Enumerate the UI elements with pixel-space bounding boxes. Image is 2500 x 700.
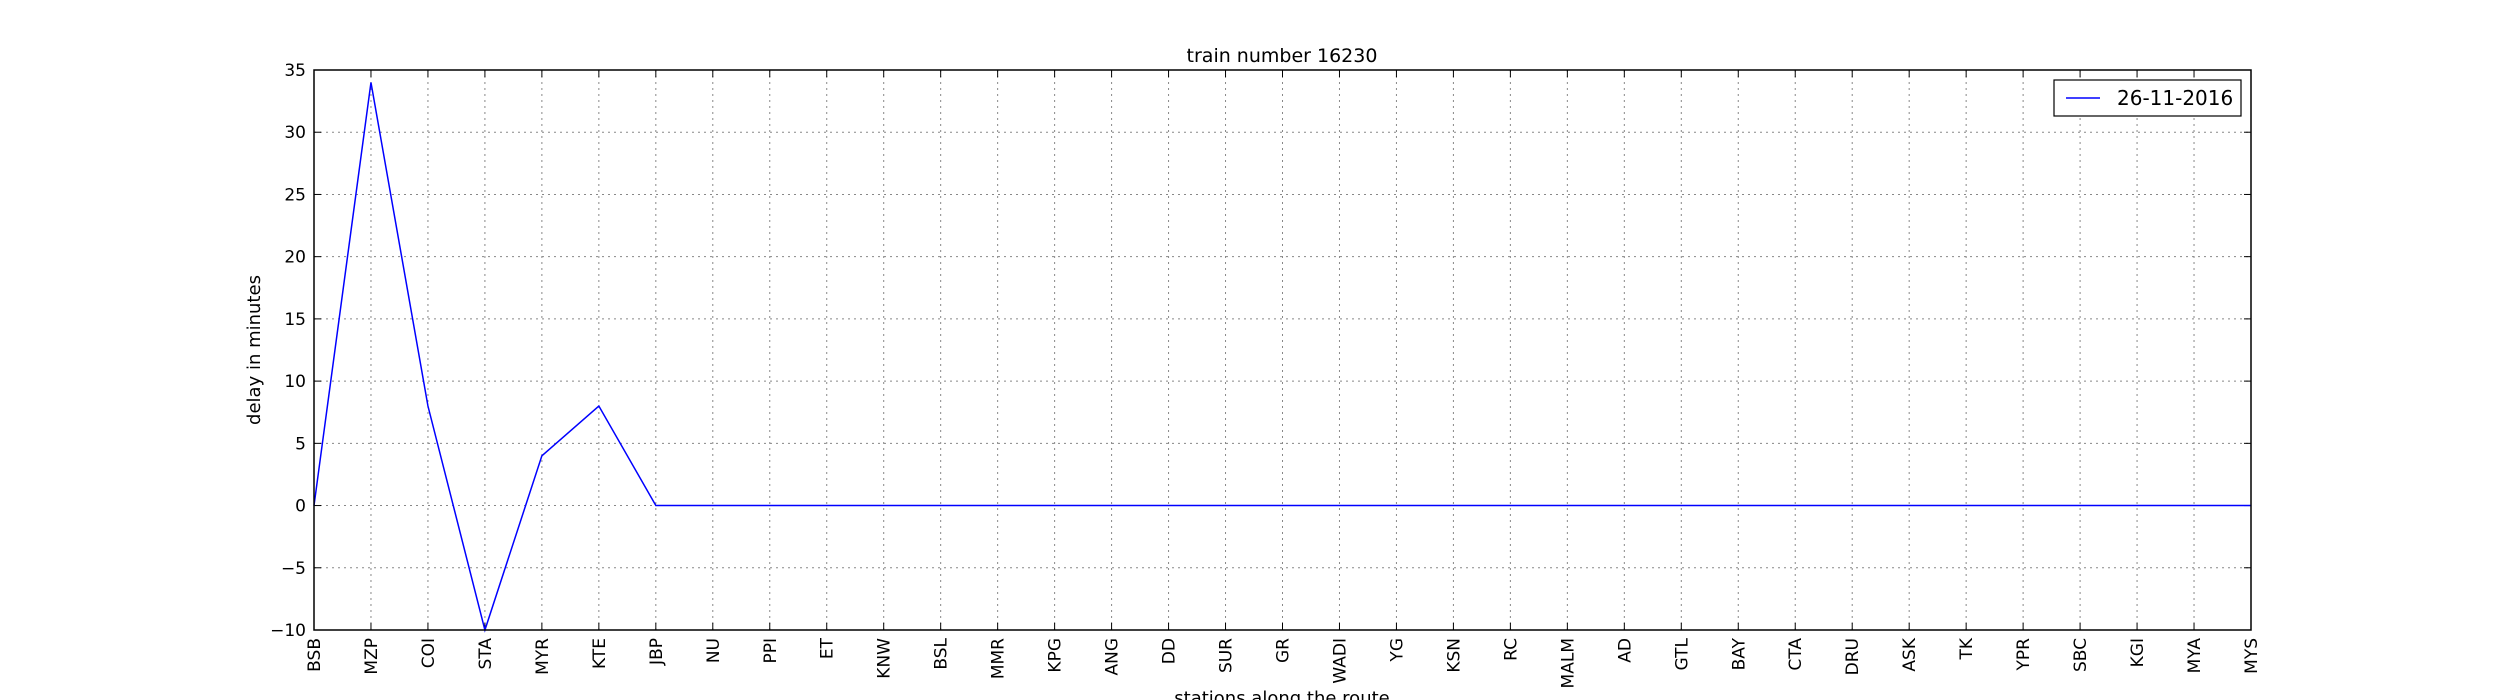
x-tick-label: BSB	[305, 638, 325, 672]
x-tick-label: AD	[1615, 638, 1635, 663]
x-tick-label: DRU	[1843, 638, 1863, 675]
x-tick-label: SUR	[1217, 638, 1237, 673]
legend-label: 26-11-2016	[2117, 86, 2233, 110]
x-tick-label: KPG	[1046, 638, 1066, 673]
x-tick-label: NU	[704, 638, 724, 663]
x-tick-label: MYR	[533, 638, 553, 675]
x-tick-label: YPR	[2014, 638, 2034, 672]
x-tick-label: COI	[419, 638, 439, 668]
x-tick-label: ET	[818, 637, 838, 659]
x-tick-label: GTL	[1672, 637, 1692, 670]
x-axis-label: stations along the route	[1174, 688, 1389, 700]
x-tick-label: MYS	[2242, 638, 2262, 674]
x-tick-label: ASK	[1900, 637, 1920, 671]
x-tick-label: DD	[1160, 638, 1180, 664]
x-tick-label: MALM	[1558, 638, 1578, 688]
series-line	[313, 82, 2251, 633]
x-tick-label: BAY	[1729, 637, 1749, 670]
x-tick-label: CTA	[1786, 638, 1806, 671]
y-tick-label: 5	[295, 434, 306, 454]
y-tick-label: 15	[284, 310, 306, 330]
y-tick-label: 20	[284, 248, 306, 268]
y-tick-label: 30	[284, 123, 306, 143]
y-tick-label: 0	[295, 497, 306, 517]
x-tick-label: GR	[1274, 638, 1294, 663]
x-tick-label: MYA	[2185, 638, 2205, 674]
x-tick-label: MZP	[362, 638, 382, 675]
x-tick-label: BSL	[932, 637, 952, 669]
x-tick-label: KNW	[875, 638, 895, 679]
plot-frame	[313, 69, 2252, 631]
y-tick-label: 25	[284, 185, 306, 205]
x-tick-label: SBC	[2071, 638, 2091, 672]
x-axis-ticks: BSB MZP COI STA MYR KTE JBP NU PPI ET KNW BSL MMR KPG…	[305, 70, 2262, 688]
x-tick-label: KTE	[590, 638, 610, 669]
x-tick-label: RC	[1501, 638, 1521, 661]
x-tick-label: STA	[476, 638, 496, 670]
y-tick-label: 10	[284, 372, 306, 392]
y-tick-label: 35	[284, 61, 306, 81]
x-tick-label: ANG	[1103, 638, 1123, 676]
y-axis-label: delay in minutes	[244, 275, 265, 425]
x-tick-label: MMR	[989, 638, 1009, 679]
chart-title: train number 16230	[1187, 45, 1378, 67]
x-tick-label: JBP	[647, 638, 667, 666]
x-tick-label: WADI	[1330, 638, 1350, 684]
x-tick-label: KGI	[2128, 638, 2148, 667]
series-group	[313, 82, 2251, 633]
y-axis-ticks: −10 −5 0 5 10 15 20 25 30 35	[270, 61, 2251, 641]
x-tick-label: PPI	[761, 638, 781, 664]
y-tick-label: −10	[270, 621, 306, 641]
x-tick-label: KSN	[1444, 638, 1464, 673]
y-tick-label: −5	[281, 559, 306, 579]
legend: 26-11-2016	[2053, 79, 2242, 117]
x-tick-label: YG	[1387, 638, 1407, 663]
x-tick-label: TK	[1957, 637, 1977, 660]
